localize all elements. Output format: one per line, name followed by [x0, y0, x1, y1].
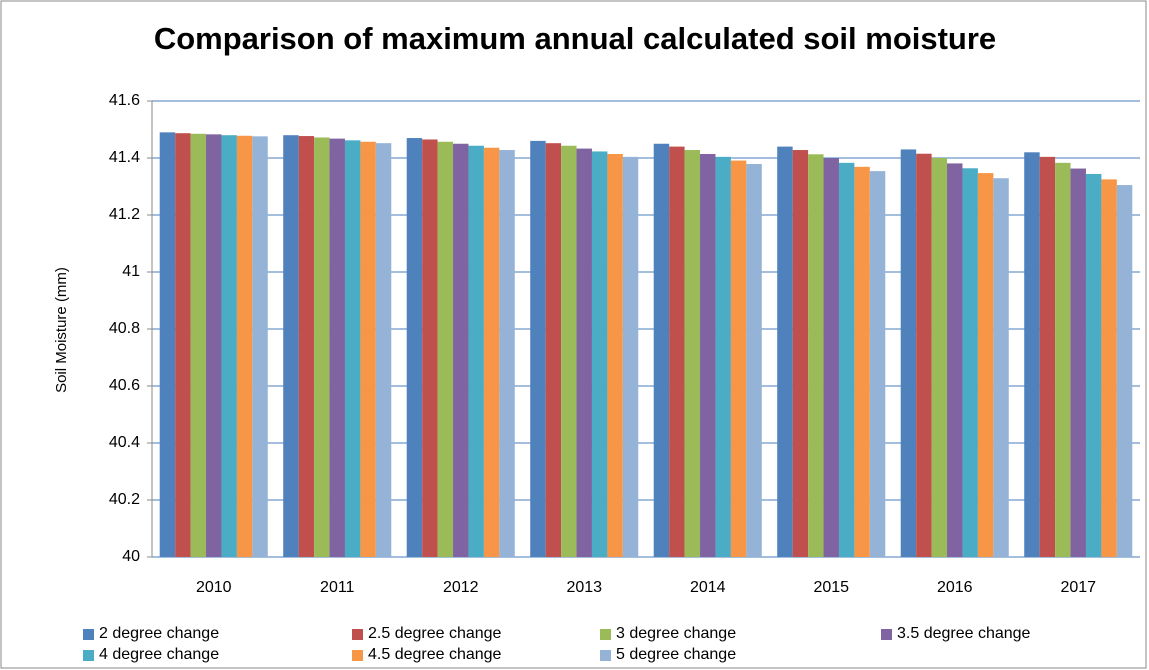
bar	[283, 135, 299, 557]
x-tick-label: 2017	[1060, 579, 1096, 596]
y-axis-title: Soil Moisture (mm)	[53, 267, 70, 393]
legend-swatch	[881, 629, 892, 640]
bar	[653, 143, 670, 557]
x-tick-label: 2015	[813, 579, 849, 596]
bar	[869, 171, 886, 558]
bar	[715, 156, 731, 558]
chart-title: Comparison of maximum annual calculated …	[153, 21, 997, 56]
bar	[159, 132, 176, 557]
bar	[1055, 162, 1071, 557]
bar	[823, 158, 839, 557]
legend-label: 2.5 degree change	[368, 625, 502, 642]
x-tick-label: 2016	[937, 579, 973, 596]
bar	[931, 158, 948, 557]
bar	[530, 140, 546, 557]
bar	[561, 145, 577, 557]
legend-swatch	[352, 650, 363, 661]
x-tick-label: 2014	[690, 579, 726, 596]
legend-swatch	[83, 629, 94, 640]
y-tick-label: 40	[122, 548, 140, 565]
bar	[916, 153, 932, 557]
bar	[900, 149, 917, 557]
y-tick-label: 41.2	[109, 206, 140, 223]
x-tick-label: 2010	[196, 579, 232, 596]
bar	[483, 147, 500, 558]
bar	[545, 143, 562, 557]
bar	[792, 150, 809, 557]
bar	[206, 134, 222, 557]
bar	[700, 154, 716, 557]
legend-label: 3.5 degree change	[897, 625, 1031, 642]
bar	[977, 173, 994, 558]
bar	[684, 150, 701, 557]
bar	[746, 163, 762, 558]
bar	[591, 151, 608, 557]
bar	[406, 138, 423, 558]
bar	[344, 140, 361, 557]
legend-swatch	[600, 650, 611, 661]
legend-label: 3 degree change	[616, 625, 736, 642]
bar	[808, 154, 824, 558]
bar	[669, 146, 685, 557]
bar	[947, 163, 963, 558]
y-tick-label: 40.8	[109, 320, 140, 337]
bar	[375, 143, 392, 557]
x-tick-label: 2011	[320, 579, 355, 596]
bar	[314, 137, 330, 558]
bar	[499, 150, 515, 557]
y-tick-label: 41.4	[109, 149, 140, 166]
bar	[329, 138, 345, 557]
bar	[622, 156, 639, 558]
bar	[730, 160, 747, 557]
y-tick-label: 40.2	[109, 491, 140, 508]
bar	[221, 135, 237, 557]
legend-swatch	[600, 629, 611, 640]
bar	[854, 166, 870, 557]
bar	[962, 168, 978, 557]
bar	[422, 139, 438, 557]
y-tick-label: 40.6	[109, 377, 140, 394]
x-tick-label: 2013	[566, 579, 602, 596]
bar	[190, 133, 207, 557]
bar	[468, 145, 484, 557]
legend-swatch	[83, 650, 94, 661]
bar	[1116, 185, 1133, 557]
bar	[236, 135, 253, 557]
bar	[298, 136, 315, 557]
bar	[1039, 156, 1056, 558]
bar	[453, 143, 469, 557]
bar	[437, 141, 454, 557]
y-tick-label: 40.4	[109, 434, 140, 451]
bar	[175, 133, 191, 557]
legend-swatch	[352, 629, 363, 640]
x-tick-label: 2012	[443, 579, 479, 596]
bar	[777, 146, 793, 557]
bar	[607, 154, 623, 557]
bar	[1101, 179, 1117, 557]
bar	[838, 162, 855, 557]
legend-label: 2 degree change	[99, 625, 219, 642]
y-tick-label: 41.6	[109, 92, 140, 109]
legend-label: 5 degree change	[616, 646, 736, 663]
bar	[1085, 173, 1102, 557]
bar	[1070, 168, 1086, 558]
y-tick-label: 41	[122, 263, 140, 280]
legend-label: 4 degree change	[99, 646, 219, 663]
bar	[1024, 152, 1040, 558]
bar	[993, 178, 1009, 558]
bar	[576, 148, 592, 557]
bar	[252, 136, 268, 557]
bar	[360, 141, 376, 557]
legend-label: 4.5 degree change	[368, 646, 502, 663]
